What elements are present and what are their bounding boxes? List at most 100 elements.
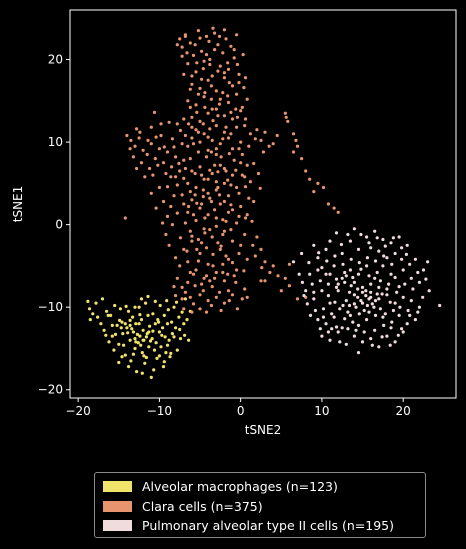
legend-swatch (103, 481, 132, 493)
scatter-point (294, 138, 298, 142)
scatter-point (135, 370, 139, 374)
scatter-point (208, 279, 212, 283)
scatter-point (175, 211, 179, 215)
scatter-point (393, 301, 397, 305)
scatter-point (135, 127, 139, 131)
scatter-point (226, 194, 231, 198)
scatter-point (209, 199, 213, 204)
scatter-point (214, 270, 218, 275)
scatter-point (234, 280, 238, 284)
scatter-point (224, 169, 228, 173)
scatter-point (135, 166, 139, 171)
scatter-point (251, 243, 255, 247)
scatter-point (312, 297, 316, 301)
scatter-point (109, 313, 113, 317)
scatter-point (172, 335, 176, 339)
plot-frame (69, 9, 457, 399)
ticks-layer: −20 −10 0 10 20 −20 −10 0 10 20 (38, 53, 411, 418)
scatter-point (218, 64, 222, 68)
scatter-point (373, 259, 378, 263)
scatter-point (175, 276, 179, 280)
scatter-point (203, 231, 207, 235)
scatter-point (364, 289, 368, 293)
scatter-point (213, 276, 217, 280)
scatter-point (367, 241, 371, 245)
scatter-point (131, 315, 135, 319)
scatter-point (159, 122, 163, 126)
scatter-point (214, 180, 218, 184)
scatter-point (304, 169, 308, 173)
scatter-point (222, 130, 226, 134)
scatter-point (153, 157, 157, 161)
scatter-point (230, 208, 235, 212)
scatter-point (206, 262, 210, 266)
scatter-point (204, 155, 209, 159)
scatter-point (126, 365, 131, 369)
scatter-point (203, 91, 207, 95)
scatter-point (405, 322, 409, 326)
scatter-point (211, 26, 215, 30)
scatter-point (135, 332, 139, 336)
scatter-point (113, 332, 118, 336)
scatter-point (365, 318, 369, 322)
y-tick-label: 10 (48, 135, 63, 149)
scatter-point (340, 251, 344, 256)
scatter-point (237, 147, 241, 151)
scatter-point (191, 302, 196, 306)
scatter-point (352, 293, 356, 297)
scatter-point (170, 165, 174, 169)
scatter-point (131, 155, 135, 159)
scatter-point (286, 119, 290, 123)
scatter-point (153, 299, 157, 303)
scatter-point (162, 145, 166, 149)
scatter-point (330, 312, 334, 316)
scatter-point (185, 318, 189, 322)
scatter-point (240, 297, 244, 301)
scatter-point (387, 282, 391, 286)
scatter-point (206, 135, 210, 139)
scatter-point (214, 152, 218, 157)
scatter-point (243, 287, 247, 291)
scatter-point (190, 136, 194, 140)
scatter-point (308, 177, 312, 181)
scatter-point (204, 274, 209, 278)
scatter-point (239, 140, 243, 144)
scatter-point (206, 213, 210, 217)
scatter-point (214, 124, 218, 128)
scatter-point (134, 340, 138, 344)
scatter-point (218, 247, 222, 251)
scatter-point (182, 202, 186, 206)
scatter-point (417, 280, 421, 284)
scatter-point (413, 257, 417, 261)
scatter-point (202, 276, 206, 280)
scatter-point (401, 268, 405, 272)
scatter-point (222, 181, 226, 185)
scatter-point (183, 297, 187, 301)
scatter-point (123, 322, 127, 326)
points-layer (86, 26, 442, 379)
scatter-point (356, 351, 361, 355)
scatter-point (226, 210, 231, 214)
scatter-point (174, 256, 178, 260)
scatter-point (161, 365, 166, 369)
scatter-point (174, 175, 178, 179)
scatter-point (204, 246, 209, 250)
scatter-point (383, 244, 387, 248)
scatter-point (136, 341, 140, 345)
scatter-point (87, 307, 92, 311)
scatter-point (373, 276, 377, 280)
scatter-point (183, 333, 187, 337)
scatter-point (375, 236, 379, 240)
scatter-point (139, 161, 144, 165)
scatter-point (224, 219, 228, 223)
scatter-point (187, 122, 191, 126)
legend-swatch (103, 520, 132, 532)
scatter-point (237, 191, 241, 195)
scatter-point (208, 196, 212, 200)
scatter-point (120, 355, 124, 359)
scatter-point (198, 293, 202, 297)
scatter-point (388, 343, 392, 347)
scatter-point (377, 345, 381, 349)
scatter-point (121, 332, 125, 336)
scatter-point (389, 241, 393, 245)
